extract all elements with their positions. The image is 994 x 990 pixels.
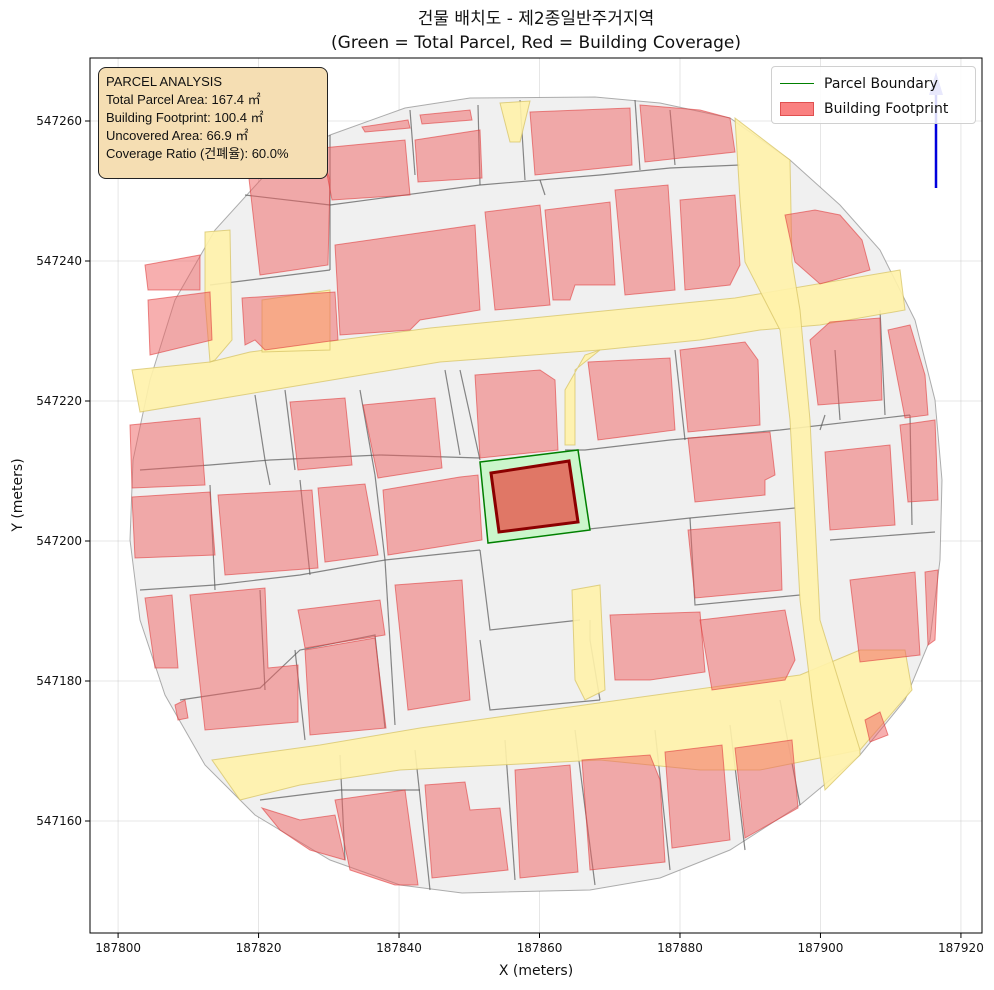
building bbox=[609, 611, 706, 681]
info-uncovered: Uncovered Area: 66.9 ㎡ bbox=[106, 128, 249, 143]
building bbox=[189, 587, 299, 731]
legend-line-swatch bbox=[780, 83, 814, 84]
x-tick-label: 187820 bbox=[236, 941, 282, 955]
building bbox=[474, 369, 559, 459]
y-tick-label: 547260 bbox=[36, 114, 82, 128]
road-vertical-east bbox=[734, 116, 861, 792]
building bbox=[361, 119, 411, 133]
building bbox=[144, 254, 201, 291]
building bbox=[394, 579, 471, 711]
building bbox=[297, 599, 386, 649]
building bbox=[334, 789, 419, 886]
building bbox=[679, 341, 761, 433]
building bbox=[687, 431, 776, 503]
legend-patch-swatch bbox=[780, 101, 814, 116]
info-footprint: Building Footprint: 100.4 ㎡ bbox=[106, 110, 264, 125]
building bbox=[639, 104, 736, 163]
y-tick-label: 547180 bbox=[36, 674, 82, 688]
building bbox=[362, 397, 443, 479]
y-tick-label: 547220 bbox=[36, 394, 82, 408]
road-stub-south bbox=[571, 584, 606, 701]
building bbox=[679, 194, 741, 291]
building bbox=[260, 807, 346, 861]
building bbox=[514, 764, 579, 879]
map-title-line1: 건물 배치도 - 제2종일반주거지역 bbox=[418, 9, 654, 29]
legend-entry-parcel: Parcel Boundary bbox=[780, 71, 967, 96]
x-tick-label: 187840 bbox=[376, 941, 422, 955]
building bbox=[174, 699, 189, 721]
y-tick-label: 547160 bbox=[36, 814, 82, 828]
building bbox=[581, 754, 666, 871]
parcel-analysis-box: PARCEL ANALYSIS Total Parcel Area: 167.4… bbox=[98, 67, 328, 179]
building bbox=[217, 489, 319, 576]
building bbox=[414, 129, 483, 183]
legend-building-label: Building Footprint bbox=[824, 100, 949, 117]
legend-parcel-label: Parcel Boundary bbox=[824, 75, 938, 92]
axes-frame bbox=[89, 57, 983, 934]
building bbox=[664, 744, 731, 849]
building bbox=[304, 637, 387, 736]
building bbox=[924, 569, 939, 646]
building bbox=[129, 417, 206, 489]
building bbox=[809, 317, 883, 406]
building bbox=[824, 444, 896, 531]
x-tick-label: 187800 bbox=[95, 941, 141, 955]
building bbox=[144, 594, 179, 669]
building bbox=[529, 107, 633, 176]
axis-ticks: 187800 187820 187840 187860 187880 187900 1879… bbox=[36, 114, 984, 955]
map-title-line2: (Green = Total Parcel, Red = Building Co… bbox=[331, 33, 741, 53]
building bbox=[544, 201, 616, 301]
building bbox=[784, 209, 871, 285]
building bbox=[334, 224, 481, 336]
road-stub-middle bbox=[564, 349, 601, 446]
x-tick-label: 187860 bbox=[517, 941, 563, 955]
building bbox=[864, 711, 889, 743]
y-tick-label: 547240 bbox=[36, 254, 82, 268]
building bbox=[419, 109, 473, 125]
building bbox=[849, 571, 921, 663]
road-stub-north bbox=[499, 100, 531, 143]
y-axis-label: Y (meters) bbox=[10, 458, 26, 532]
building bbox=[699, 609, 796, 691]
building-footprints bbox=[129, 104, 939, 886]
legend-entry-building: Building Footprint bbox=[780, 96, 967, 121]
building bbox=[887, 324, 929, 419]
building bbox=[484, 204, 551, 311]
building bbox=[687, 521, 783, 599]
target-building-footprint bbox=[489, 459, 580, 534]
map-legend: Parcel Boundary Building Footprint bbox=[771, 66, 976, 124]
building bbox=[321, 139, 411, 201]
building bbox=[587, 357, 676, 441]
building bbox=[241, 291, 339, 351]
map-layers bbox=[129, 72, 943, 894]
info-coverage: Coverage Ratio (건폐율): 60.0% bbox=[106, 146, 289, 161]
building bbox=[424, 781, 509, 879]
building bbox=[317, 483, 379, 563]
y-tick-label: 547200 bbox=[36, 534, 82, 548]
x-axis-label: X (meters) bbox=[499, 963, 573, 979]
building bbox=[289, 397, 353, 471]
building bbox=[131, 491, 216, 559]
building bbox=[614, 184, 676, 296]
building bbox=[734, 739, 799, 839]
info-heading: PARCEL ANALYSIS bbox=[106, 74, 223, 89]
info-total-area: Total Parcel Area: 167.4 ㎡ bbox=[106, 92, 261, 107]
x-tick-label: 187920 bbox=[938, 941, 984, 955]
x-tick-label: 187880 bbox=[657, 941, 703, 955]
building bbox=[147, 291, 213, 356]
building bbox=[382, 474, 483, 556]
x-tick-label: 187900 bbox=[798, 941, 844, 955]
building bbox=[899, 419, 939, 503]
